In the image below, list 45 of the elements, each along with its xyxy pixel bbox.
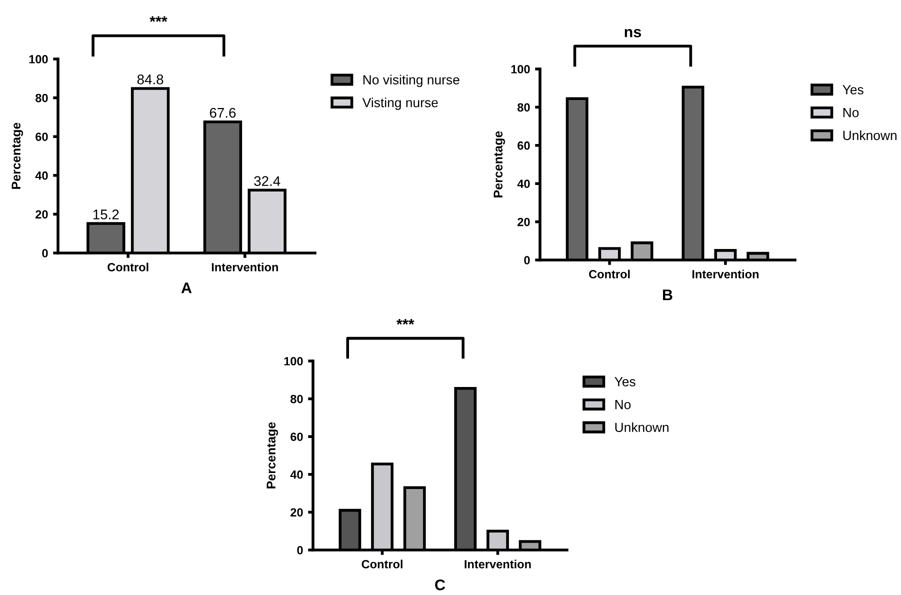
x-tick-label: Control bbox=[362, 560, 402, 568]
y-tick-label: 80 bbox=[36, 94, 48, 102]
legend-label: No visiting nurse bbox=[363, 74, 460, 88]
y-tick-label: 0 bbox=[297, 546, 303, 554]
legend-label: Unknown bbox=[843, 130, 896, 140]
legend-label: Unknown bbox=[615, 422, 668, 432]
y-tick-label: 20 bbox=[290, 508, 303, 517]
x-axis-title: C bbox=[435, 579, 446, 590]
y-tick-label: 100 bbox=[284, 357, 303, 366]
y-axis-title: Percentage bbox=[494, 131, 506, 198]
y-tick-label: 40 bbox=[35, 171, 48, 180]
x-axis-title: B bbox=[663, 290, 672, 300]
y-tick-label: 0 bbox=[524, 256, 530, 264]
y-tick-label: 80 bbox=[290, 394, 303, 404]
text: *** bbox=[396, 318, 414, 325]
y-axis-title: Percentage bbox=[12, 122, 24, 189]
x-tick-label: Control bbox=[108, 262, 148, 272]
y-tick-label: 100 bbox=[511, 65, 530, 74]
legend-label: No bbox=[843, 108, 859, 118]
x-axis-title: A bbox=[181, 282, 192, 294]
x-tick-label: Intervention bbox=[464, 560, 531, 568]
x-tick-label: Intervention bbox=[212, 262, 278, 272]
legend-label: Yes bbox=[842, 85, 864, 94]
y-tick-label: 60 bbox=[36, 132, 48, 141]
y-axis-title: Percentage bbox=[266, 422, 278, 488]
y-tick-label: 20 bbox=[518, 218, 530, 226]
legend-label: Yes bbox=[614, 377, 636, 386]
data-label: 32.4 bbox=[254, 176, 280, 186]
data-label: 67.6 bbox=[210, 108, 236, 118]
legend-label: No bbox=[615, 400, 631, 410]
y-tick-label: 100 bbox=[29, 55, 48, 64]
x-tick-label: Control bbox=[589, 270, 630, 278]
text: ns bbox=[624, 28, 642, 38]
y-tick-label: 20 bbox=[36, 210, 48, 219]
data-label: 84.8 bbox=[137, 74, 164, 84]
y-tick-label: 60 bbox=[290, 432, 303, 441]
y-tick-label: 0 bbox=[42, 249, 48, 258]
text: *** bbox=[150, 16, 168, 22]
y-tick-label: 40 bbox=[290, 470, 303, 479]
x-tick-label: Intervention bbox=[692, 270, 759, 278]
y-tick-label: 80 bbox=[518, 103, 530, 112]
legend-label: Visting nurse bbox=[362, 98, 438, 110]
data-label: 15.2 bbox=[93, 210, 119, 220]
y-tick-label: 60 bbox=[518, 141, 530, 150]
y-tick-label: 40 bbox=[517, 180, 530, 188]
